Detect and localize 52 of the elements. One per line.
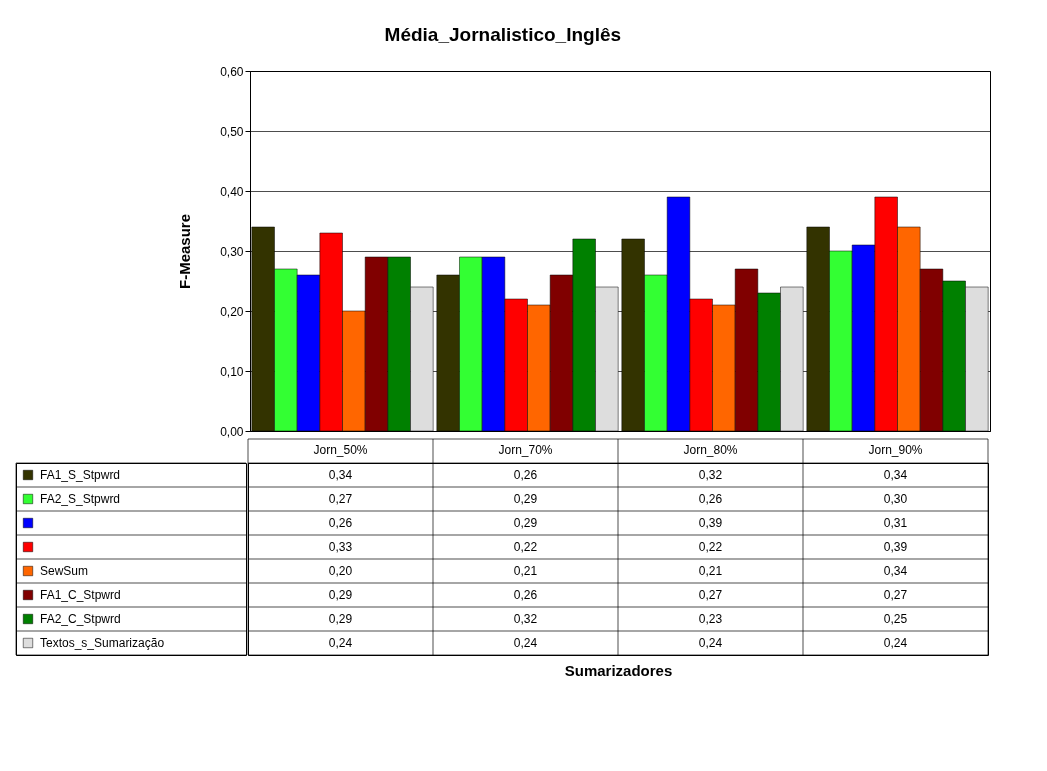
data-label: 0,26 (698, 492, 723, 506)
data-label: 0,26 (513, 468, 538, 482)
data-label: 0,26 (328, 516, 353, 530)
data-label: 0,26 (513, 588, 538, 602)
legend-label: FA1_S_Stpwrd (40, 468, 121, 482)
legend-label: FA2_S_Stpwrd (40, 492, 121, 506)
x-tick-label: Jorn_90% (868, 442, 923, 457)
data-label: 0,33 (328, 540, 353, 554)
data-label: 0,39 (883, 540, 908, 554)
data-label: 0,24 (883, 636, 908, 650)
data-label: 0,32 (513, 612, 538, 626)
data-label: 0,29 (513, 516, 538, 530)
data-label: 0,20 (328, 564, 353, 578)
data-label: 0,22 (513, 540, 538, 554)
data-label: 0,27 (883, 588, 908, 602)
data-label: 0,25 (883, 612, 908, 626)
y-axis-title: F-Measure (175, 213, 193, 290)
x-tick-label: Jorn_50% (313, 442, 368, 457)
y-tick-label: 0,00 (220, 424, 244, 439)
legend-label: FA2_C_Stpwrd (40, 612, 121, 626)
data-label: 0,30 (883, 492, 908, 506)
data-label: 0,21 (513, 564, 538, 578)
data-label: 0,29 (513, 492, 538, 506)
data-label: 0,24 (328, 636, 353, 650)
data-label: 0,22 (698, 540, 723, 554)
data-label: 0,34 (328, 468, 353, 482)
text: Sumarizadores (564, 661, 673, 679)
data-label: 0,34 (883, 564, 908, 578)
legend-label: FA1_C_Stpwrd (40, 588, 121, 602)
y-tick-label: 0,60 (220, 64, 244, 79)
chart-title: Média_Jornalistico_Inglês (384, 23, 622, 45)
data-label: 0,24 (513, 636, 538, 650)
data-label: 0,27 (698, 588, 723, 602)
y-tick-label: 0,30 (220, 244, 244, 259)
data-label: 0,34 (883, 468, 908, 482)
data-label: 0,27 (328, 492, 353, 506)
y-tick-label: 0,50 (220, 124, 244, 139)
legend-label: Textos_s_Sumarização (40, 636, 165, 650)
x-tick-label: Jorn_70% (498, 442, 553, 457)
data-label: 0,32 (698, 468, 723, 482)
data-label: 0,39 (698, 516, 723, 530)
data-label: 0,31 (883, 516, 908, 530)
legend-label: SewSum (40, 564, 89, 578)
data-label: 0,24 (698, 636, 723, 650)
data-label: 0,29 (328, 612, 353, 626)
y-tick-label: 0,40 (220, 184, 244, 199)
x-tick-label: Jorn_80% (683, 442, 738, 457)
y-tick-label: 0,20 (220, 304, 244, 319)
data-label: 0,21 (698, 564, 723, 578)
data-label: 0,23 (698, 612, 723, 626)
data-label: 0,29 (328, 588, 353, 602)
y-tick-label: 0,10 (220, 364, 244, 379)
